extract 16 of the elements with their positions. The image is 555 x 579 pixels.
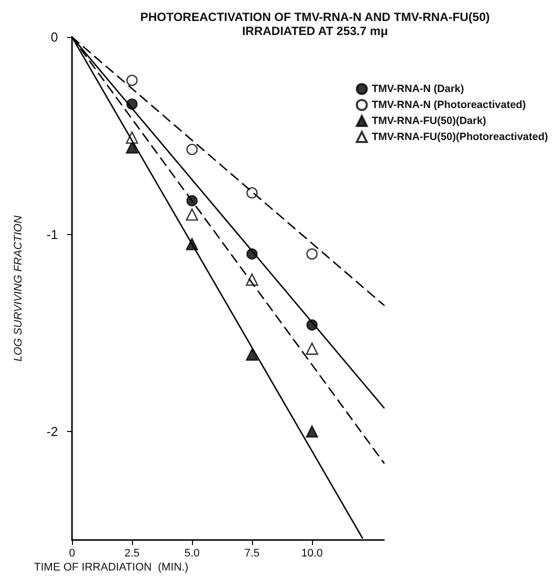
x-tick-label: 7.5: [244, 548, 260, 560]
x-tick-label: 5.0: [184, 548, 200, 560]
y-tick-label: 0: [50, 30, 58, 44]
x-tick-label: 10.0: [301, 548, 323, 560]
x-tick-label: 2.5: [124, 548, 140, 560]
y-tick-label: -2: [46, 424, 58, 440]
y-tick-label: -1: [46, 226, 58, 242]
x-tick-label: 0: [68, 548, 76, 560]
legend-label: TMV-RNA-N (Photoreactivated): [372, 99, 526, 111]
x-axis-title: TIME OF IRRADIATION (MIN.): [34, 562, 188, 574]
chart-title: PHOTOREACTIVATION OF TMV-RNA-N AND TMV-RNA-FU(50): [140, 10, 490, 24]
legend-label: TMV-RNA-N (Dark): [372, 83, 464, 95]
legend-label: TMV-RNA-FU(50)(Photoreactivated): [372, 131, 548, 143]
legend-label: TMV-RNA-FU(50)(Dark): [372, 115, 486, 127]
y-axis-title: LOG SURVIVING FRACTION: [12, 216, 24, 362]
chart-subtitle: IRRADIATED AT 253.7 mμ: [242, 24, 388, 38]
